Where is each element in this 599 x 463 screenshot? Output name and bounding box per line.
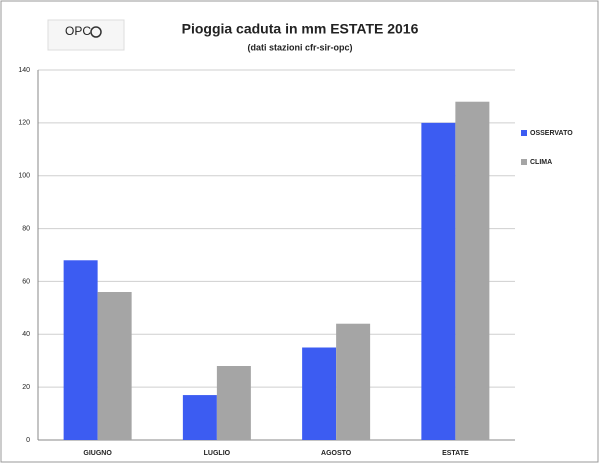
y-tick-label: 20 — [22, 384, 30, 391]
chart-subtitle: (dati stazioni cfr-sir-opc) — [247, 42, 352, 52]
bar — [216, 366, 251, 440]
bar — [97, 292, 132, 440]
y-tick-label: 80 — [22, 225, 30, 232]
legend-label: CLIMA — [530, 159, 552, 166]
x-tick-label: LUGLIO — [204, 450, 231, 457]
logo-box — [47, 19, 125, 51]
x-tick-label: ESTATE — [442, 450, 469, 457]
bar — [336, 323, 371, 440]
y-tick-label: 40 — [22, 331, 30, 338]
bar — [63, 260, 98, 440]
x-tick-label: GIUGNO — [83, 450, 112, 457]
legend-swatch — [521, 159, 527, 165]
y-tick-label: 120 — [18, 120, 30, 127]
y-tick-label: 60 — [22, 278, 30, 285]
legend-label: OSSERVATO — [530, 130, 573, 137]
legend-swatch — [521, 130, 527, 136]
bar — [182, 395, 217, 440]
y-tick-label: 0 — [26, 437, 30, 444]
logo-icon — [90, 26, 102, 38]
chart-title: Pioggia caduta in mm ESTATE 2016 — [182, 21, 419, 37]
x-tick-label: AGOSTO — [321, 450, 352, 457]
y-tick-label: 140 — [18, 67, 30, 74]
bar — [302, 347, 337, 440]
bar — [455, 101, 490, 440]
logo: OPC — [65, 24, 91, 38]
y-tick-label: 100 — [18, 173, 30, 180]
bar — [421, 122, 456, 440]
